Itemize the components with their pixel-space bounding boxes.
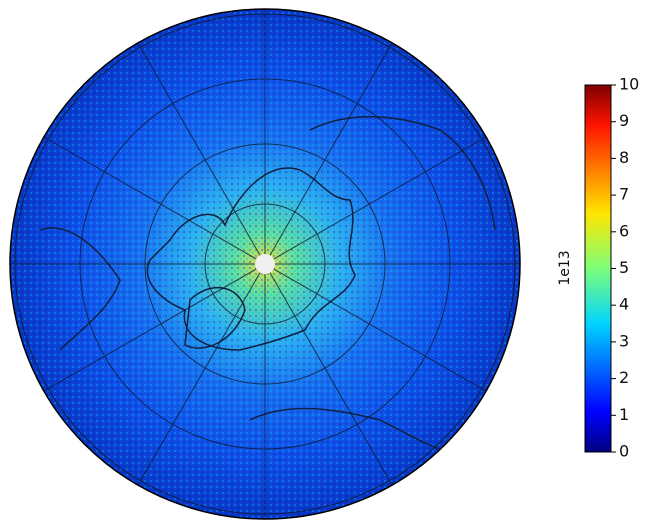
colorbar-tick-label: 10: [619, 75, 639, 94]
map-figure: 1e13 0 1 2 3 4 5 6 7 8 9 10: [0, 0, 651, 527]
colorbar-tick-label: 8: [619, 148, 629, 167]
colorbar-tick-label: 3: [619, 331, 629, 350]
pole-marker: [255, 254, 275, 274]
colorbar-tick-label: 4: [619, 295, 629, 314]
colorbar-tick-label: 5: [619, 258, 629, 277]
colorbar-scale: [585, 85, 611, 452]
colorbar-label: 1e13: [557, 250, 573, 285]
colorbar-tick-label: 1: [619, 405, 629, 424]
colorbar-tick-label: 7: [619, 185, 629, 204]
polar-map: [10, 9, 520, 519]
colorbar-tick-label: 2: [619, 368, 629, 387]
colorbar: 1e13 0 1 2 3 4 5 6 7 8 9 10: [557, 75, 639, 461]
colorbar-tick-label: 6: [619, 221, 629, 240]
colorbar-tick-label: 9: [619, 111, 629, 130]
colorbar-tick-label: 0: [619, 442, 629, 461]
